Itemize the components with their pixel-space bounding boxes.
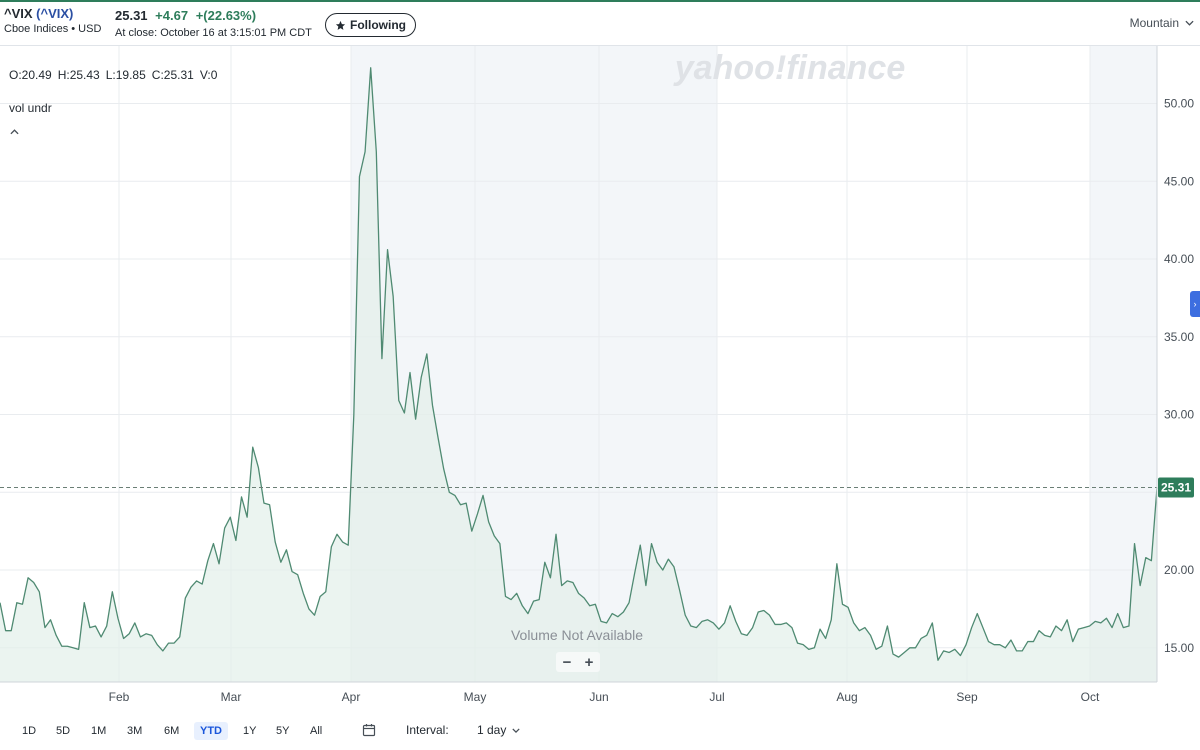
ticker-symbol: ^VIX bbox=[4, 6, 33, 21]
chevron-right-icon: › bbox=[1193, 299, 1197, 309]
x-tick-label: Jul bbox=[709, 690, 724, 704]
y-tick-label: 35.00 bbox=[1164, 330, 1194, 344]
x-tick-label: May bbox=[464, 690, 487, 704]
range-1d[interactable]: 1D bbox=[22, 725, 37, 737]
yahoo-finance-watermark: yahoo!finance bbox=[673, 49, 905, 87]
interval-select[interactable]: 1 day bbox=[477, 723, 520, 737]
y-tick-label: 50.00 bbox=[1164, 97, 1194, 111]
following-label: Following bbox=[350, 18, 406, 32]
last-price-tag: 25.31 bbox=[1158, 477, 1194, 498]
zoom-out-button[interactable]: − bbox=[562, 653, 572, 671]
price-change: +4.67 bbox=[155, 8, 189, 23]
ticker-symbol-link[interactable]: (^VIX) bbox=[36, 6, 74, 21]
x-tick-label: Apr bbox=[342, 690, 361, 704]
interval-label: Interval: bbox=[406, 723, 449, 737]
price-change-percent: +(22.63%) bbox=[195, 8, 257, 23]
price-line-series bbox=[0, 67, 1158, 661]
last-price: 25.31 bbox=[115, 8, 148, 23]
ohlc-close: C:25.31 bbox=[151, 68, 194, 82]
grid-lines bbox=[0, 46, 1157, 682]
price-line: 25.31 +4.67 +(22.63%) bbox=[115, 8, 256, 23]
range-all[interactable]: All bbox=[310, 725, 323, 737]
range-1m[interactable]: 1M bbox=[91, 725, 107, 737]
top-accent-rule bbox=[0, 0, 1200, 2]
timezone-label: Mountain bbox=[1129, 16, 1179, 30]
zoom-in-button[interactable]: + bbox=[584, 653, 594, 671]
last-price-tag-bg bbox=[1158, 477, 1194, 498]
price-area-fill bbox=[0, 67, 1157, 682]
ohlc-readout: O:20.49 H:25.43 L:19.85 C:25.31 V:0 bbox=[9, 68, 217, 82]
ticker-title: ^VIX (^VIX) bbox=[4, 6, 73, 21]
study-label[interactable]: vol undr bbox=[9, 101, 52, 115]
range-ytd[interactable]: YTD bbox=[194, 722, 228, 740]
ohlc-low: L:19.85 bbox=[105, 68, 146, 82]
x-tick-label: Mar bbox=[221, 690, 242, 704]
x-tick-label: Aug bbox=[836, 690, 857, 704]
range-bar: 1D 5D 1M 3M 6M YTD 1Y 5Y All Interval: 1… bbox=[0, 716, 1200, 746]
y-tick-label: 40.00 bbox=[1164, 252, 1194, 266]
side-panel-toggle[interactable]: › bbox=[1190, 291, 1200, 317]
exchange-line: Cboe Indices • USD bbox=[4, 23, 102, 35]
range-3m[interactable]: 3M bbox=[127, 725, 143, 737]
x-tick-label: Feb bbox=[109, 690, 130, 704]
range-6m[interactable]: 6M bbox=[164, 725, 180, 737]
chevron-down-icon bbox=[512, 727, 520, 733]
ohlc-high: H:25.43 bbox=[57, 68, 100, 82]
y-tick-label: 20.00 bbox=[1164, 563, 1194, 577]
caret-up-icon[interactable] bbox=[10, 126, 19, 138]
chevron-down-icon bbox=[1185, 20, 1194, 26]
quote-header: ^VIX (^VIX) Cboe Indices • USD 25.31 +4.… bbox=[0, 2, 1200, 46]
x-axis: Feb Mar Apr May Jun Jul Aug Sep Oct bbox=[0, 681, 1157, 704]
range-5d[interactable]: 5D bbox=[56, 725, 71, 737]
x-tick-label: Sep bbox=[956, 690, 978, 704]
zoom-control: − + bbox=[556, 652, 600, 672]
price-chart[interactable]: yahoo!finance 15.0020.0025.0030.0035.004… bbox=[0, 46, 1200, 716]
ohlc-open: O:20.49 bbox=[9, 68, 52, 82]
ohlc-volume: V:0 bbox=[199, 68, 218, 82]
close-time: At close: October 16 at 3:15:01 PM CDT bbox=[115, 27, 312, 39]
timezone-select[interactable]: Mountain bbox=[1130, 16, 1194, 30]
interval-value: 1 day bbox=[477, 723, 507, 737]
y-tick-label: 45.00 bbox=[1164, 174, 1194, 188]
y-tick-label: 15.00 bbox=[1164, 641, 1194, 655]
range-1y[interactable]: 1Y bbox=[243, 725, 257, 737]
following-button[interactable]: Following bbox=[325, 13, 416, 37]
range-5y[interactable]: 5Y bbox=[276, 725, 290, 737]
calendar-icon[interactable] bbox=[362, 723, 376, 737]
last-price-tag-value: 25.31 bbox=[1161, 480, 1191, 494]
x-tick-label: Oct bbox=[1081, 690, 1100, 704]
volume-not-available: Volume Not Available bbox=[511, 627, 643, 643]
x-tick-label: Jun bbox=[589, 690, 608, 704]
y-tick-label: 30.00 bbox=[1164, 408, 1194, 422]
star-icon bbox=[335, 20, 346, 30]
